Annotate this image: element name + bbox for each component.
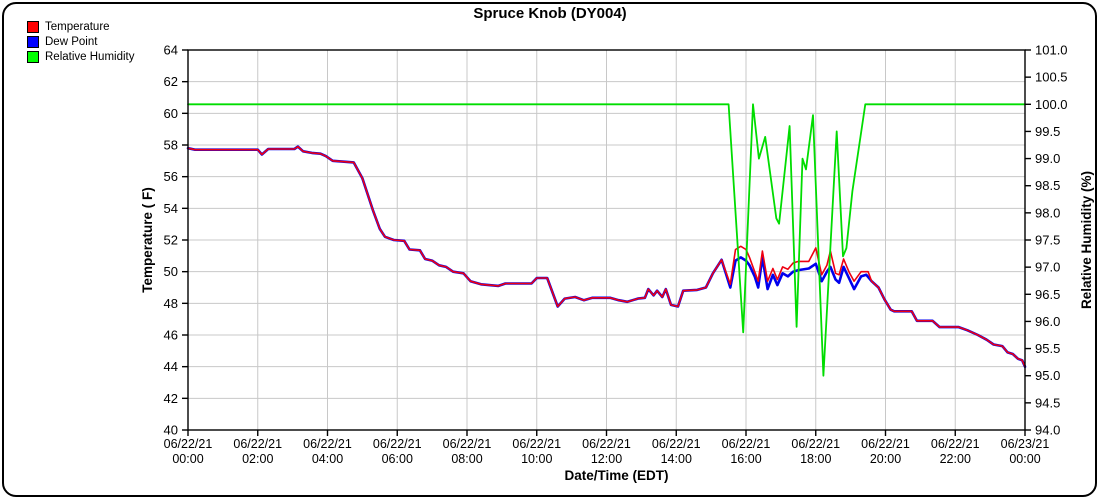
y-left-axis-title: Temperature ( F) <box>140 187 155 293</box>
x-tick-date: 06/22/21 <box>582 437 631 451</box>
x-tick-time: 00:00 <box>172 452 203 466</box>
right-tick-label: 96.5 <box>1035 287 1060 302</box>
legend-label-temperature: Temperature <box>45 20 110 33</box>
x-tick-time: 18:00 <box>800 452 831 466</box>
x-tick-date: 06/22/21 <box>791 437 840 451</box>
left-tick-label: 58 <box>164 138 178 153</box>
y-right-axis-title: Relative Humidity (%) <box>1079 171 1094 309</box>
x-axis-title: Date/Time (EDT) <box>564 468 668 483</box>
x-tick-date: 06/22/21 <box>512 437 561 451</box>
x-tick-time: 08:00 <box>451 452 482 466</box>
right-tick-label: 98.5 <box>1035 178 1060 193</box>
legend-label-dew-point: Dew Point <box>45 35 98 48</box>
x-tick-time: 02:00 <box>242 452 273 466</box>
left-tick-label: 46 <box>164 328 178 343</box>
x-tick-date: 06/22/21 <box>652 437 701 451</box>
right-tick-label: 99.5 <box>1035 124 1060 139</box>
temperature-line <box>187 145 1026 368</box>
right-tick-label: 95.5 <box>1035 341 1060 356</box>
right-tick-label: 99.0 <box>1035 151 1060 166</box>
right-tick-label: 94.5 <box>1035 395 1060 410</box>
left-tick-label: 54 <box>164 201 178 216</box>
legend: Temperature Dew Point Relative Humidity <box>27 19 134 64</box>
x-tick-date: 06/22/21 <box>722 437 771 451</box>
left-tick-label: 48 <box>164 296 178 311</box>
x-tick-time: 20:00 <box>870 452 901 466</box>
legend-item-temperature: Temperature <box>27 19 134 34</box>
left-tick-label: 42 <box>164 391 178 406</box>
temperature-swatch-icon <box>27 20 39 33</box>
x-tick-time: 14:00 <box>661 452 692 466</box>
x-tick-date: 06/22/21 <box>373 437 422 451</box>
right-tick-label: 101.0 <box>1035 43 1068 58</box>
right-tick-label: 100.0 <box>1035 97 1068 112</box>
x-tick-date: 06/22/21 <box>861 437 910 451</box>
right-tick-label: 95.0 <box>1035 368 1060 383</box>
x-tick-date: 06/22/21 <box>443 437 492 451</box>
right-tick-label: 97.5 <box>1035 233 1060 248</box>
left-tick-label: 62 <box>164 74 178 89</box>
legend-item-relative-humidity: Relative Humidity <box>27 49 134 64</box>
right-tick-label: 100.5 <box>1035 70 1068 85</box>
chart-title: Spruce Knob (DY004) <box>473 5 627 22</box>
left-tick-label: 60 <box>164 106 178 121</box>
x-tick-time: 12:00 <box>591 452 622 466</box>
left-tick-label: 50 <box>164 264 178 279</box>
x-tick-date: 06/23/21 <box>1001 437 1050 451</box>
dew-point-swatch-icon <box>27 35 39 48</box>
x-tick-date: 06/22/21 <box>303 437 352 451</box>
left-tick-label: 44 <box>164 359 178 374</box>
relative-humidity-swatch-icon <box>27 50 39 63</box>
x-tick-date: 06/22/21 <box>931 437 980 451</box>
x-tick-time: 22:00 <box>940 452 971 466</box>
right-tick-label: 96.0 <box>1035 314 1060 329</box>
left-tick-label: 52 <box>164 233 178 248</box>
left-tick-label: 64 <box>164 43 178 58</box>
x-tick-time: 00:00 <box>1009 452 1040 466</box>
left-tick-label: 40 <box>164 423 178 438</box>
legend-item-dew-point: Dew Point <box>27 34 134 49</box>
legend-label-relative-humidity: Relative Humidity <box>45 50 135 63</box>
relative-humidity-line <box>187 103 1026 377</box>
x-tick-time: 06:00 <box>382 452 413 466</box>
x-tick-date: 06/22/21 <box>164 437 213 451</box>
x-tick-time: 04:00 <box>312 452 343 466</box>
x-tick-date: 06/22/21 <box>233 437 282 451</box>
x-tick-time: 10:00 <box>521 452 552 466</box>
right-tick-label: 98.0 <box>1035 205 1060 220</box>
right-tick-label: 97.0 <box>1035 260 1060 275</box>
left-tick-label: 56 <box>164 169 178 184</box>
right-tick-label: 94.0 <box>1035 423 1060 438</box>
x-tick-time: 16:00 <box>730 452 761 466</box>
